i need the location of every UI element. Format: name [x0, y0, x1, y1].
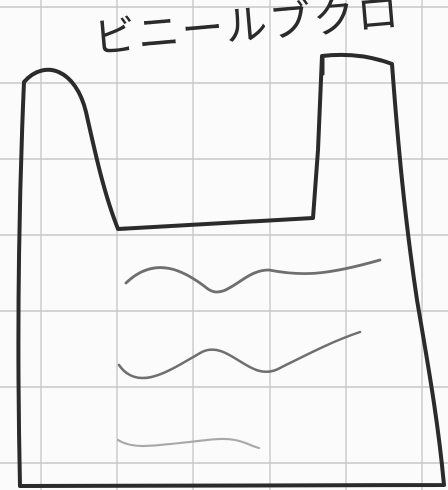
wrinkle-line-top: [124, 258, 382, 294]
bag-outline: [16, 52, 446, 488]
wrinkle-line-bottom: [116, 437, 261, 450]
wrinkle-line-middle: [117, 330, 362, 380]
